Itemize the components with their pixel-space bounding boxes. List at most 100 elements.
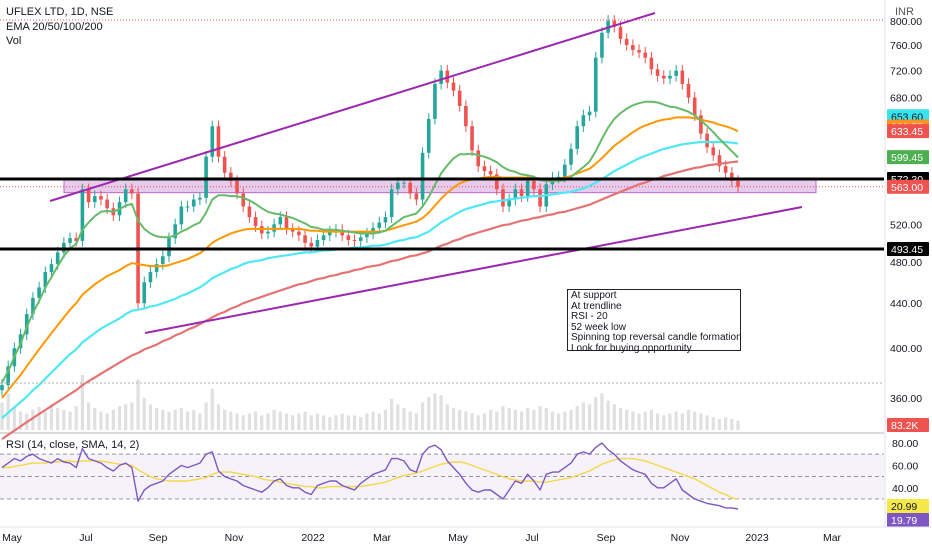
candle-body [31, 297, 35, 315]
candle-body [723, 166, 728, 173]
volume-bar [550, 411, 555, 430]
candle-body [618, 26, 623, 39]
volume-bar [247, 413, 251, 430]
price-axis-badge-label: 599.45 [891, 152, 923, 164]
ema100-line [1, 140, 739, 419]
candle-body [321, 235, 326, 241]
volume-bar [105, 413, 109, 430]
candle-body [24, 314, 29, 335]
candle-body [0, 385, 4, 391]
candle-body [563, 164, 567, 177]
time-tick-label: May [448, 532, 469, 544]
volume-bar [86, 402, 91, 430]
candle-body [680, 70, 685, 84]
candle-body [655, 69, 660, 76]
price-axis-badge [887, 150, 929, 165]
candle-body [488, 171, 493, 175]
candle-body [229, 172, 233, 181]
candle-body [396, 182, 400, 190]
candle-body [612, 20, 617, 27]
candle-body [575, 126, 579, 149]
volume-bar [37, 407, 41, 430]
price-axis-badge-label: 493.45 [891, 244, 923, 256]
volume-bar [49, 404, 54, 430]
volume-bar [352, 415, 357, 430]
volume-bar [223, 409, 227, 430]
candle-body [569, 148, 573, 165]
candle-body [736, 180, 740, 187]
volume-bar [173, 409, 177, 430]
candle-body [309, 242, 314, 247]
candle-body [80, 189, 85, 241]
volume-bar [730, 419, 734, 430]
rsi-axis-badge [887, 513, 929, 527]
volume-bar [12, 407, 16, 430]
volume-bar [99, 411, 103, 430]
volume-bar [507, 408, 511, 430]
volume-bar [662, 415, 666, 430]
candle-body [6, 366, 10, 386]
rsi-line [1, 442, 739, 510]
volume-bar [130, 402, 134, 430]
candle-body [253, 217, 258, 227]
time-tick-label: Jul [79, 532, 92, 544]
volume-bar [458, 409, 462, 430]
candle-body [105, 199, 109, 209]
candle-body [352, 240, 357, 242]
candle-body [507, 199, 511, 207]
ema-legend[interactable]: EMA 20/50/100/200 [6, 21, 103, 33]
time-tick-label: Sep [597, 532, 616, 544]
candle-body [674, 70, 678, 76]
time-tick-label: 2022 [301, 532, 325, 544]
volume-bar [272, 409, 276, 430]
candle-body [154, 264, 159, 273]
candle-body [513, 189, 518, 200]
candle-body [451, 82, 456, 91]
candle-body [346, 235, 351, 241]
volume-bar [439, 395, 443, 430]
volume-bar [198, 413, 202, 430]
volume-bar [284, 413, 289, 430]
volume-bar [253, 411, 258, 430]
candle-body [711, 147, 716, 156]
candle-body [161, 256, 165, 265]
candle-body [470, 126, 474, 151]
volume-bar [266, 413, 270, 430]
price-axis-badge-label: 563.00 [891, 182, 923, 194]
candle-body [661, 75, 666, 79]
volume-bar [464, 411, 468, 430]
volume-bar [235, 413, 239, 430]
price-tick-label: 400.00 [890, 343, 922, 355]
candle-body [525, 180, 530, 197]
candle-body [167, 238, 171, 257]
candle-body [216, 126, 221, 157]
volume-bar [136, 379, 140, 430]
volume-bar [390, 398, 394, 430]
time-tick-label: Jul [525, 532, 538, 544]
note-line: Look for buying opportunity [571, 342, 692, 354]
candle-body [92, 196, 97, 203]
price-axis-badge [887, 242, 929, 257]
volume-bar [674, 411, 678, 430]
volume-bar [18, 411, 23, 430]
rsi-legend[interactable]: RSI (14, close, SMA, 14, 2) [6, 439, 140, 451]
volume-bar [594, 397, 598, 430]
price-axis-badge [887, 124, 929, 139]
candle-body [686, 83, 691, 98]
volume-bar [519, 411, 524, 430]
volume-bar [563, 411, 567, 430]
candle-body [49, 264, 54, 273]
volume-legend[interactable]: Vol [6, 35, 22, 47]
candle-body [389, 189, 394, 218]
candle-body [377, 222, 382, 228]
volume-bar [495, 411, 499, 430]
volume-bar [420, 402, 425, 430]
volume-bar [724, 417, 728, 430]
volume-bar [526, 408, 530, 430]
candle-body [464, 105, 468, 127]
candle-body [593, 57, 598, 112]
ema50-line [1, 116, 739, 399]
candle-body [130, 189, 134, 194]
candle-body [303, 235, 307, 243]
